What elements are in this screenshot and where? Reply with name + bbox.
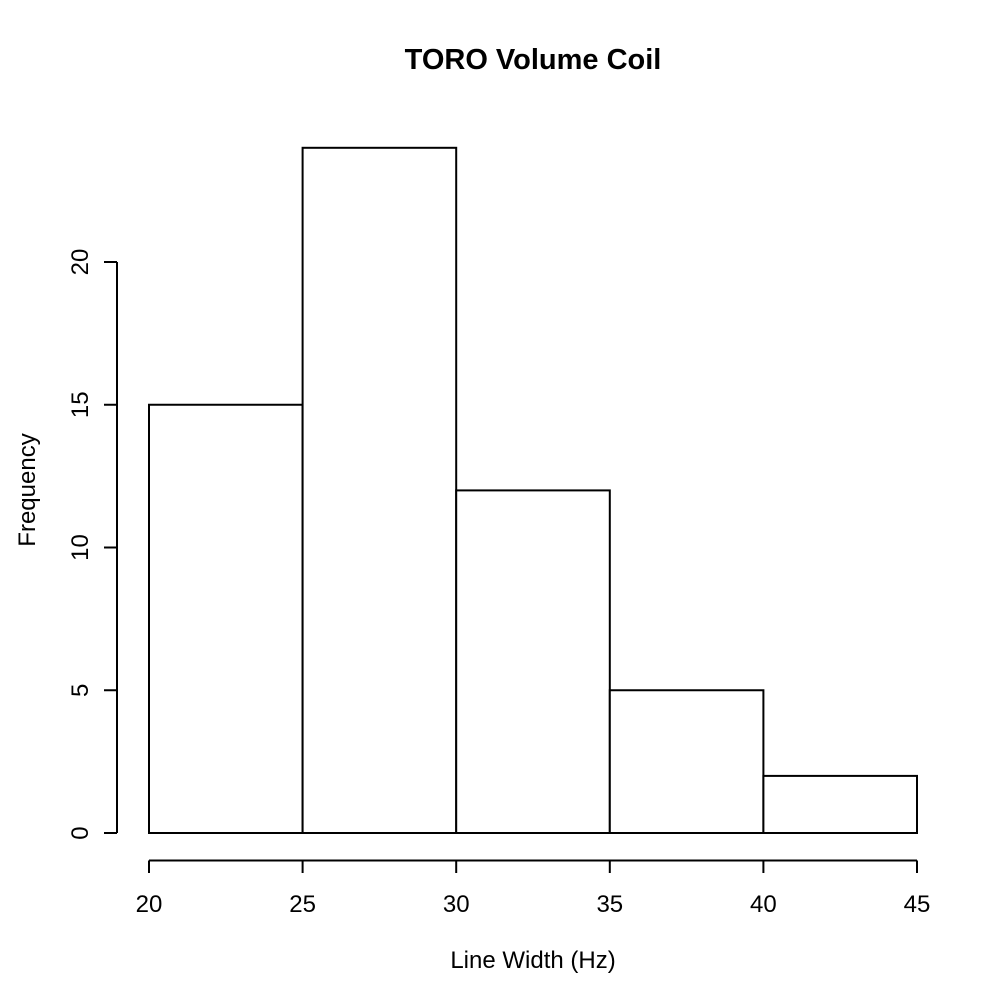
histogram-bar	[455, 489, 611, 834]
x-tick-label: 30	[443, 891, 470, 918]
y-tick-label: 5	[67, 684, 94, 697]
y-tick-label: 15	[67, 391, 94, 418]
x-tick-label: 25	[289, 891, 316, 918]
histogram-bar	[301, 146, 458, 835]
y-tick-label: 10	[67, 534, 94, 561]
histogram-bar	[762, 774, 919, 835]
histogram-bar	[148, 403, 304, 834]
histogram-bar	[608, 689, 765, 834]
x-tick-label: 35	[596, 891, 623, 918]
x-tick-label: 40	[750, 891, 777, 918]
x-tick-label: 20	[136, 891, 163, 918]
x-axis-label: Line Width (Hz)	[450, 947, 615, 974]
y-tick-label: 20	[67, 249, 94, 276]
x-tick-label: 45	[904, 891, 931, 918]
y-tick-label: 0	[67, 826, 94, 839]
chart-title: TORO Volume Coil	[405, 44, 662, 76]
y-axis-label: Frequency	[14, 433, 41, 546]
